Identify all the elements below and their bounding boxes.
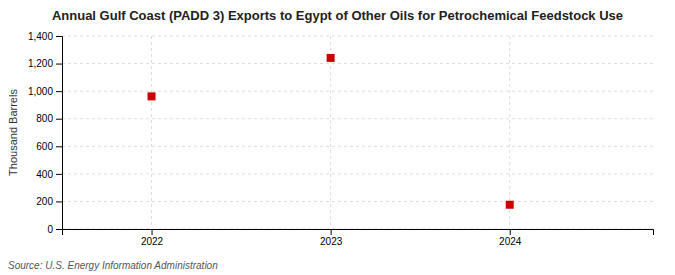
axis-line — [63, 230, 654, 236]
grid-line-x — [509, 36, 510, 229]
y-axis-title: Thousand Barrels — [7, 89, 19, 176]
tick: 0 — [47, 224, 62, 235]
tick: 200 — [36, 196, 62, 207]
tick-label: 1,200 — [28, 58, 53, 69]
tick-label: 0 — [47, 224, 53, 235]
grid-line-y — [62, 63, 653, 64]
x-axis: 2022 2023 2024 — [63, 229, 654, 247]
tick-label: 2022 — [141, 236, 164, 247]
grid — [62, 36, 653, 229]
tick-mark — [152, 229, 153, 235]
tick-mark — [56, 174, 62, 175]
tick-mark — [56, 229, 62, 230]
grid-line-y — [62, 201, 653, 202]
tick-mark — [56, 146, 62, 147]
tick-mark — [331, 229, 332, 235]
plot-area: 2022 2023 2024 0 200 400 600 800 1,000 1,200 1,400 — [28, 31, 654, 247]
tick-mark — [56, 64, 62, 65]
tick-mark — [56, 119, 62, 120]
tick-label: 600 — [36, 141, 53, 152]
y-axis: 0 200 400 600 800 1,000 1,200 1,400 — [28, 31, 63, 235]
tick: 600 — [36, 141, 62, 152]
tick: 1,200 — [28, 58, 62, 69]
tick: 1,400 — [28, 31, 62, 42]
tick-mark — [510, 229, 511, 235]
title: Annual Gulf Coast (PADD 3) Exports to Eg… — [52, 8, 623, 23]
point — [506, 201, 514, 209]
axis-line — [56, 37, 63, 230]
tick-label: 2023 — [320, 236, 343, 247]
tick-label: 1,400 — [28, 31, 53, 42]
grid-line-y — [62, 118, 653, 119]
tick-label: 800 — [36, 113, 53, 124]
grid-line-y — [62, 91, 653, 92]
tick-label: 2024 — [499, 236, 522, 247]
tick-mark — [56, 36, 62, 37]
grid-line-x — [151, 36, 152, 229]
tick: 400 — [36, 169, 62, 180]
tick-mark — [56, 201, 62, 202]
tick: 2024 — [499, 229, 522, 247]
tick: 2023 — [320, 229, 343, 247]
tick: 2022 — [141, 229, 164, 247]
point — [148, 92, 156, 100]
points — [148, 54, 514, 209]
tick: 800 — [36, 113, 62, 124]
grid-line-y — [62, 146, 653, 147]
tick-label: 400 — [36, 169, 53, 180]
chart: 2022 2023 2024 0 200 400 600 800 1,000 1,200 1,400… — [0, 0, 675, 275]
annotation: Source: U.S. Energy Information Administ… — [8, 260, 218, 271]
grid-line-y — [62, 36, 653, 37]
tick-mark — [56, 91, 62, 92]
point — [327, 54, 335, 62]
tick-label: 1,000 — [28, 86, 53, 97]
grid-line-x — [330, 36, 331, 229]
tick: 1,000 — [28, 86, 62, 97]
grid-line-y — [62, 173, 653, 174]
tick-label: 200 — [36, 196, 53, 207]
